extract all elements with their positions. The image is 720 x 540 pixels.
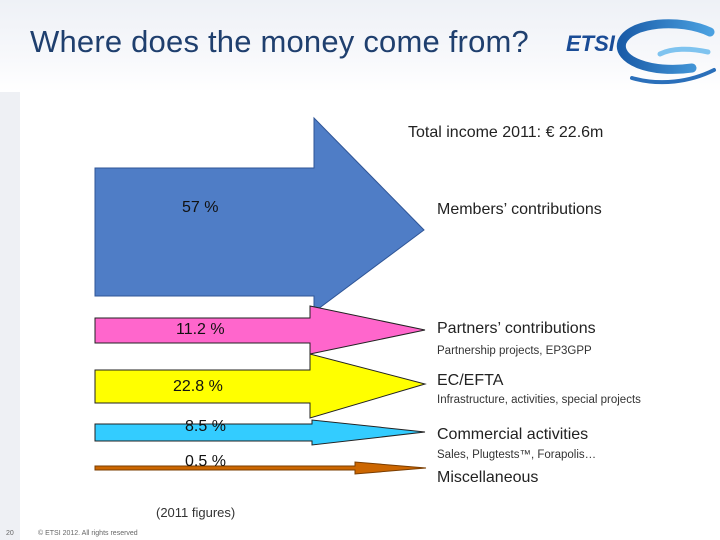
- arrow-partners: [94, 305, 426, 355]
- total-income-label: Total income 2011: € 22.6m: [408, 124, 604, 141]
- slide-title: Where does the money come from?: [30, 24, 529, 59]
- value-label-ec-efta: 22.8 %: [173, 378, 223, 395]
- figures-footnote: (2011 figures): [156, 505, 236, 520]
- etsi-logo-text: ETSI: [566, 31, 616, 56]
- category-label-commercial: Commercial activities: [437, 426, 589, 443]
- page-number: 20: [6, 530, 14, 537]
- arrow-miscellaneous: [94, 461, 427, 475]
- value-label-commercial: 8.5 %: [185, 418, 226, 435]
- sublabel-ec-efta: Infrastructure, activities, special proj…: [437, 394, 641, 406]
- arrow-commercial: [94, 419, 426, 446]
- slide-header: [0, 0, 720, 92]
- category-label-miscellaneous: Miscellaneous: [437, 469, 539, 486]
- sublabel-commercial: Sales, Plugtests™, Forapolis…: [437, 449, 597, 461]
- category-label-ec-efta: EC/EFTA: [437, 372, 504, 389]
- arrow-ec-efta: [94, 353, 427, 419]
- category-label-partners: Partners’ contributions: [437, 320, 596, 337]
- value-label-members: 57 %: [182, 199, 219, 216]
- value-label-miscellaneous: 0.5 %: [185, 453, 226, 470]
- copyright-notice: © ETSI 2012. All rights reserved: [38, 530, 138, 537]
- left-margin-bar: [0, 92, 20, 540]
- etsi-logo: ETSI: [566, 19, 716, 85]
- category-label-members: Members’ contributions: [437, 201, 602, 218]
- value-label-partners: 11.2 %: [176, 321, 225, 338]
- sublabel-partners: Partnership projects, EP3GPP: [437, 345, 592, 357]
- arrow-members: [94, 116, 425, 313]
